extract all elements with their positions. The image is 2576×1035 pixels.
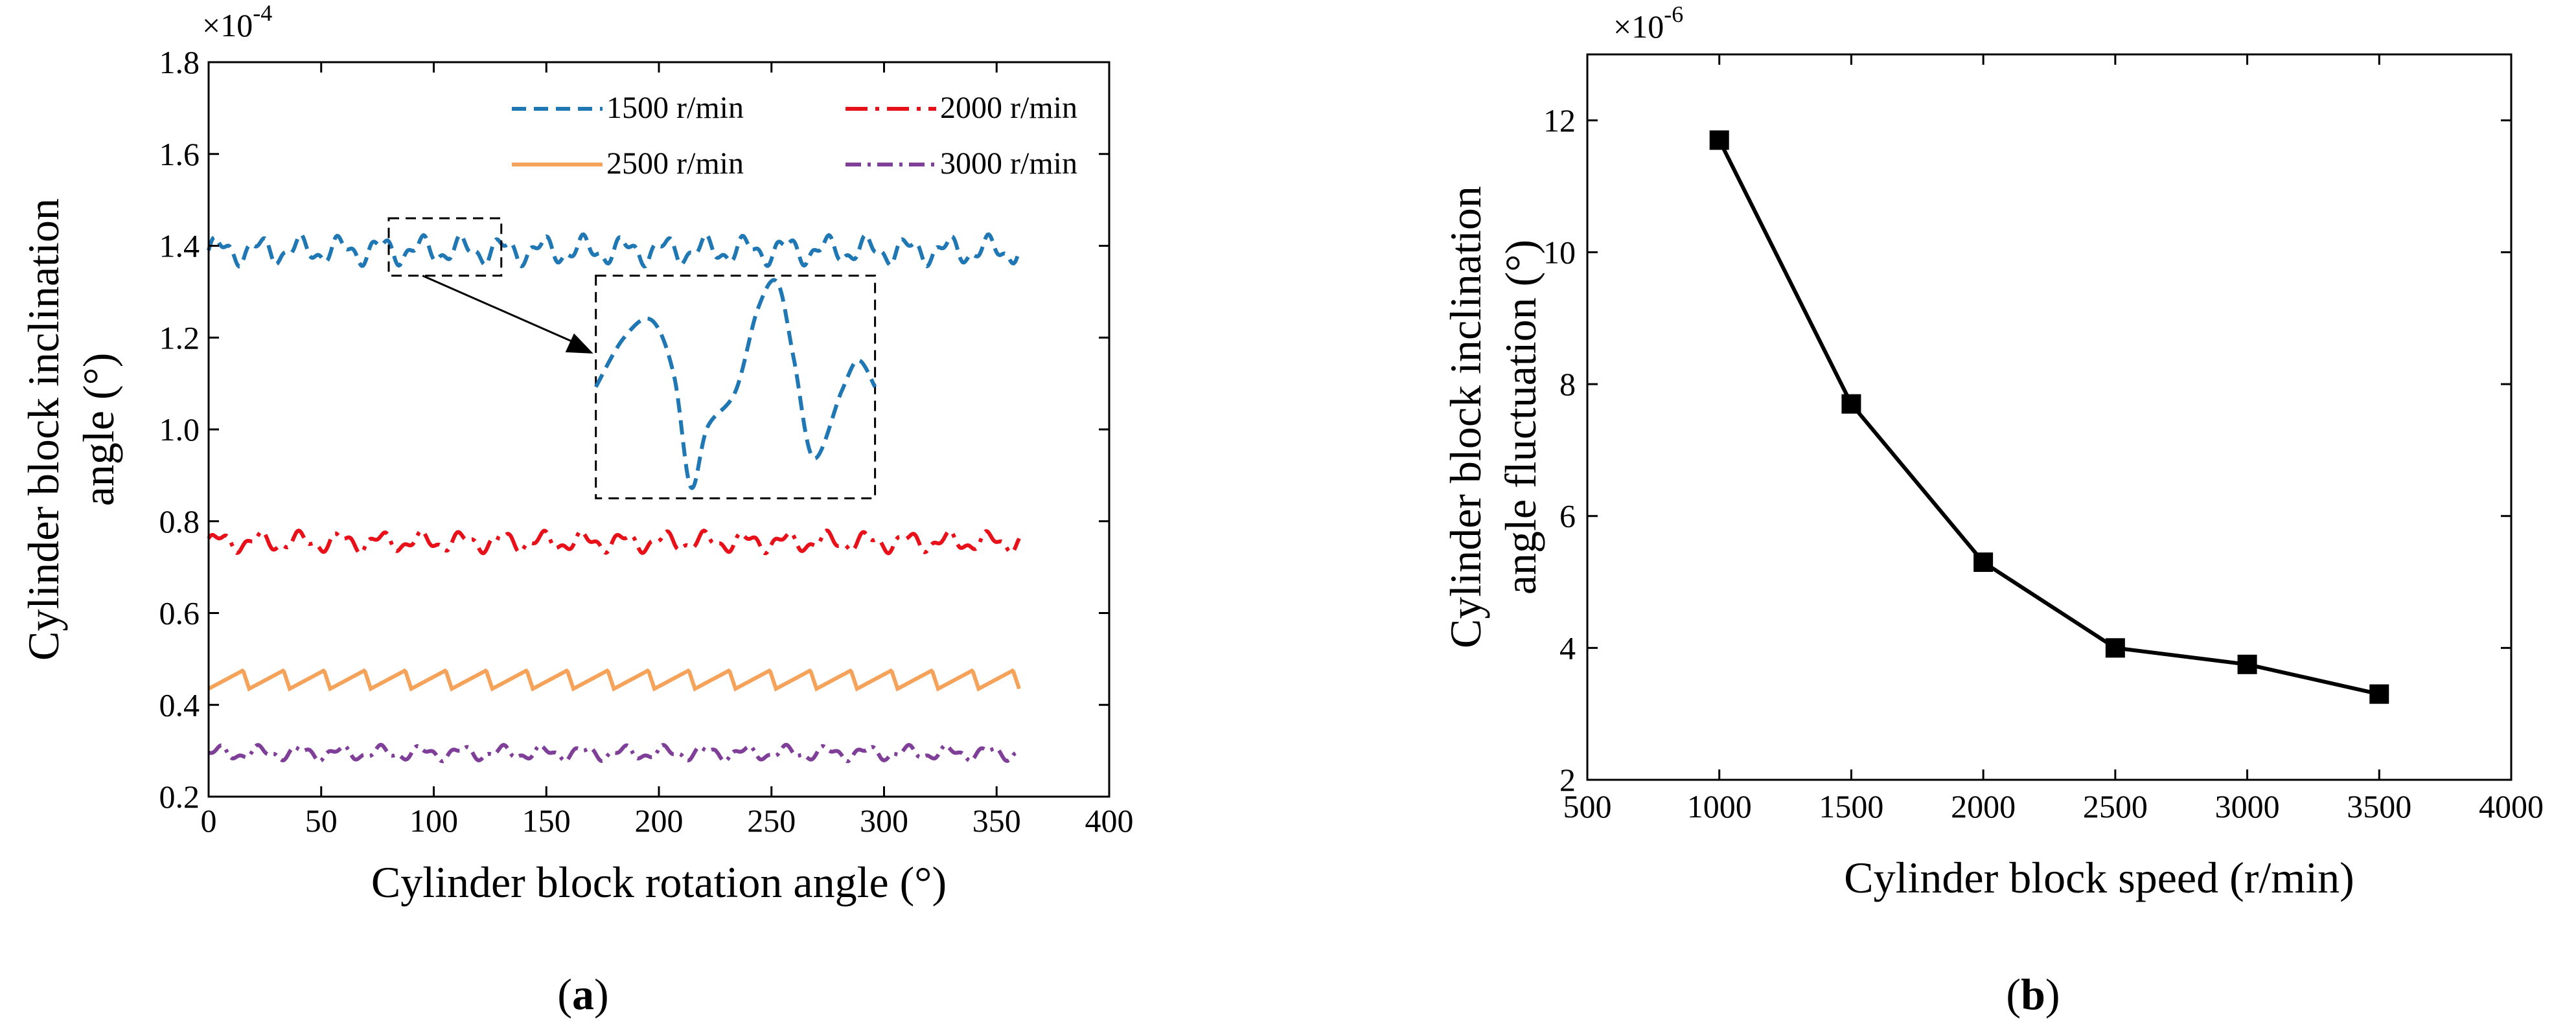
chart-a-y-tick-label: 1.2	[159, 319, 200, 356]
chart-b-x-tick-label: 1500	[1819, 788, 1883, 825]
chart-a-x-axis: 0 50 100 150 200 250 300 350 400	[201, 62, 1134, 839]
chart-b-x-axis: 500 1000 1500 2000 2500 3000 3500 4000	[1563, 54, 2544, 825]
chart-a-x-tick-label: 300	[860, 802, 908, 839]
chart-b-y-tick-label: 2	[1559, 762, 1576, 798]
chart-a-inset-zoom-line	[594, 278, 877, 490]
chart-b-y-tick-label: 4	[1559, 630, 1576, 666]
chart-b-x-tick-label: 2000	[1951, 788, 2016, 825]
chart-b-y-axis-label-line1: Cylinder block inclination	[1441, 186, 1490, 648]
chart-b-data-point	[2105, 638, 2125, 658]
chart-b-data-point	[1973, 552, 1994, 572]
chart-a-y-axis: 0.2 0.4 0.6 0.8 1.0 1.2 1.4 1.6 1.8	[159, 44, 1109, 815]
chart-a-y-axis-label-line2: angle (°)	[74, 353, 123, 506]
chart-a-x-tick-label: 50	[305, 802, 338, 839]
chart-a-series-line	[207, 528, 1021, 556]
chart-a-legend: 1500 r/min 2000 r/min 2500 r/min 3000 r/min	[512, 91, 1077, 181]
chart-b-y-tick-label: 12	[1543, 102, 1576, 139]
chart-a-legend-label: 2500 r/min	[606, 146, 744, 181]
chart-b-x-tick-label: 4000	[2479, 788, 2544, 825]
chart-b-y-tick-label: 10	[1543, 234, 1576, 270]
chart-b-data-point	[2369, 684, 2389, 704]
chart-a-y-tick-label: 0.2	[159, 779, 200, 815]
chart-b-data-point	[1709, 130, 1729, 150]
chart-b-x-tick-label: 3000	[2215, 788, 2280, 825]
chart-a-y-tick-label: 0.6	[159, 595, 200, 631]
chart-b-x-tick-label: 1000	[1687, 788, 1752, 825]
chart-b-data-point	[1841, 394, 1861, 414]
chart-a-x-axis-label: Cylinder block rotation angle (°)	[371, 858, 947, 907]
chart-a-legend-label: 2000 r/min	[940, 91, 1077, 125]
chart-panel-a: 0 50 100 150 200 250 300 350 400 0.2 0.4 0.6 0.8 1.0…	[19, 0, 1134, 1019]
chart-a-legend-label: 3000 r/min	[940, 146, 1077, 181]
chart-a-series-group	[207, 232, 1021, 764]
chart-a-series-line	[207, 232, 1021, 269]
chart-b-x-tick-label: 3500	[2347, 788, 2411, 825]
chart-a-y-axis-label-line1: Cylinder block inclination	[19, 198, 68, 661]
chart-a-series-line	[207, 668, 1021, 692]
chart-b-plot-frame	[1586, 53, 2513, 781]
chart-a-inset-arrow-line	[422, 275, 580, 346]
chart-a-legend-label: 1500 r/min	[606, 91, 744, 125]
chart-b-series-group	[1709, 130, 2389, 704]
chart-b-data-point	[2237, 654, 2257, 674]
chart-b-y-axis-label-line2: angle fluctuation (°)	[1496, 240, 1545, 595]
chart-b-series-line	[1718, 139, 2380, 696]
chart-a-x-tick-label: 400	[1085, 802, 1134, 839]
chart-a-series-line	[208, 742, 1020, 764]
chart-b-y-axis: 2 4 6 8 10 12	[1543, 102, 2511, 798]
chart-a-y-multiplier: ×10-4	[202, 0, 272, 43]
chart-b-x-axis-label: Cylinder block speed (r/min)	[1844, 853, 2354, 902]
chart-a-inset-arrow-head	[565, 333, 593, 354]
chart-a-inset-source-box	[387, 217, 503, 277]
panel-a-label: (a)	[557, 970, 608, 1019]
chart-a-y-tick-label: 0.4	[159, 687, 200, 723]
chart-a-y-tick-label: 1.4	[159, 228, 200, 264]
chart-a-x-tick-label: 250	[747, 802, 796, 839]
chart-a-x-tick-label: 200	[635, 802, 684, 839]
chart-a-x-tick-label: 100	[409, 802, 458, 839]
chart-a-x-tick-label: 350	[972, 802, 1021, 839]
chart-a-y-tick-label: 1.0	[159, 411, 200, 448]
chart-a-y-tick-label: 1.6	[159, 136, 200, 172]
chart-a-y-tick-label: 0.8	[159, 503, 200, 540]
chart-b-y-multiplier: ×10-6	[1613, 1, 1683, 45]
panel-b-label: (b)	[2006, 970, 2060, 1019]
chart-panel-b: 500 1000 1500 2000 2500 3000 3500 4000 2 4 6 8 10 12…	[1441, 1, 2544, 1019]
chart-b-y-tick-label: 6	[1559, 498, 1576, 534]
chart-a-inset	[387, 217, 877, 499]
chart-b-y-tick-label: 8	[1559, 366, 1576, 402]
chart-b-x-tick-label: 500	[1563, 788, 1612, 825]
chart-b-x-tick-label: 2500	[2083, 788, 2148, 825]
chart-a-x-tick-label: 150	[522, 802, 571, 839]
chart-a-x-tick-label: 0	[201, 802, 217, 839]
chart-a-y-tick-label: 1.8	[159, 44, 200, 80]
